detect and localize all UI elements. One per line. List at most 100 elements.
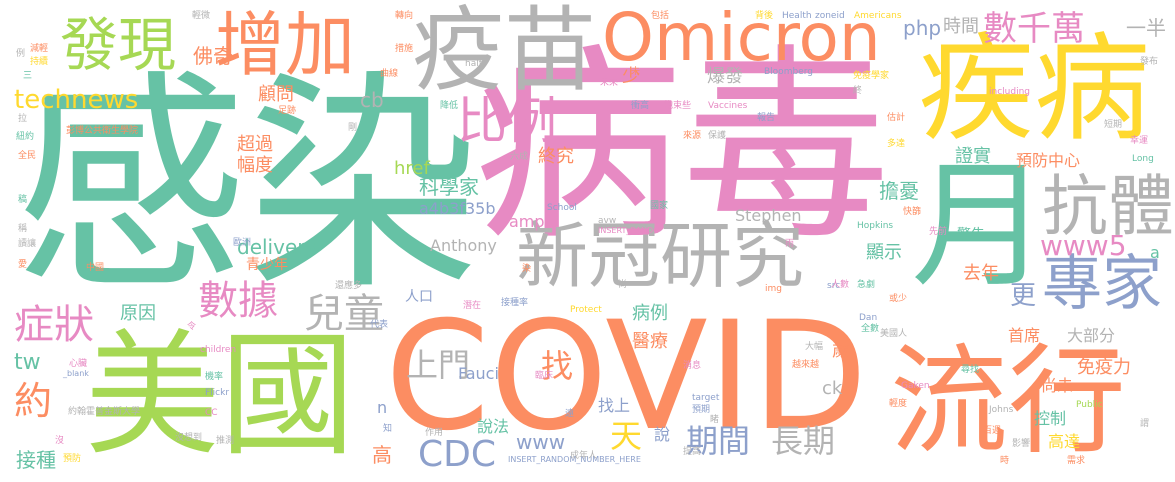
word-cloud-word: 發現: [60, 11, 177, 79]
word-cloud-word: 多達: [887, 139, 906, 149]
word-cloud-word: 包括: [651, 11, 670, 21]
word-cloud-word: 人數: [831, 280, 850, 290]
word-cloud-word: 少: [622, 66, 640, 87]
word-cloud-word: half: [465, 59, 482, 69]
word-cloud-word: 未來: [600, 78, 619, 88]
word-cloud-word: 月: [887, 152, 1048, 290]
word-cloud-word: 令: [187, 322, 197, 332]
word-cloud-word: 雨: [785, 239, 795, 249]
word-cloud-word: ck: [822, 378, 843, 399]
word-cloud-word: 說: [654, 425, 671, 444]
word-cloud-word: 持續: [30, 57, 49, 67]
word-cloud-word: 措施: [395, 44, 414, 54]
word-cloud-word: 預防: [63, 454, 82, 464]
word-cloud-word: 天: [610, 417, 643, 455]
word-cloud-word: Hopkins: [857, 221, 894, 231]
word-cloud-word: 上門: [406, 346, 471, 384]
word-cloud-word: CDC: [418, 434, 496, 475]
word-cloud-word: 一半: [1126, 16, 1166, 40]
word-cloud-word: Public: [1076, 400, 1103, 410]
word-cloud-word: 機率: [205, 372, 224, 382]
word-cloud-word: avw: [598, 216, 617, 226]
word-cloud-word: 保護: [708, 131, 727, 141]
word-cloud-word: 說法: [477, 417, 510, 436]
word-cloud-word: 稱: [18, 224, 28, 234]
word-cloud-word: href: [394, 158, 430, 179]
word-cloud-word: Americans: [854, 11, 902, 21]
word-cloud-word: 知: [383, 424, 393, 434]
word-cloud-word: 期間: [686, 422, 751, 460]
word-cloud-word: 謂: [1140, 419, 1150, 429]
word-cloud-word: 提高: [683, 447, 702, 457]
word-cloud-word: 數據: [198, 278, 278, 324]
word-cloud-word: 預防中心: [1016, 151, 1081, 170]
word-cloud-word: Gaken: [901, 381, 930, 391]
word-cloud-word: 估計: [887, 113, 906, 123]
word-cloud-word: 拉: [18, 114, 28, 124]
word-cloud-word: 接種: [16, 448, 56, 472]
word-cloud-word: 長期: [771, 422, 836, 460]
word-cloud-word: tw: [14, 350, 41, 375]
word-cloud-word: Flickr: [205, 388, 230, 398]
word-cloud-word: 臨床: [535, 371, 554, 381]
word-cloud-word: 全數: [861, 324, 880, 334]
word-cloud-word: 感染: [15, 51, 480, 321]
word-cloud-word: CC: [205, 408, 218, 418]
word-cloud-word: 高: [372, 443, 392, 467]
word-cloud-word: 免疫學家: [853, 71, 890, 81]
word-cloud-word: 讀讓: [18, 239, 37, 249]
word-cloud-word: 全民: [18, 151, 37, 161]
word-cloud-word: a: [1150, 243, 1160, 262]
word-cloud-word: 證實: [955, 146, 991, 167]
word-cloud-word: Health: [782, 11, 812, 21]
word-cloud-word: _blank: [63, 369, 89, 378]
word-cloud-word: 短期: [1104, 120, 1123, 130]
word-cloud-word: Stephen: [735, 206, 802, 225]
word-cloud-word: 推測: [216, 436, 235, 446]
word-cloud-word: INSERT_RANDO: [598, 226, 660, 235]
word-cloud-word: 病例: [632, 303, 668, 324]
word-cloud-word: 免疫力: [1077, 357, 1131, 378]
word-cloud-word: 找: [541, 347, 574, 385]
word-cloud-word: INSERT_RANDOM_NUMBER_HERE: [508, 455, 641, 464]
word-cloud-word: children: [200, 345, 237, 355]
word-cloud-word: 影響: [1012, 439, 1031, 449]
word-cloud-word: 顯示: [866, 242, 902, 263]
word-cloud-word: 大幅: [805, 342, 824, 352]
word-cloud-word: 高達: [1048, 432, 1081, 451]
word-cloud-word: Johns: [989, 405, 1014, 415]
word-cloud-word: 輕度: [889, 399, 908, 409]
word-cloud-word: 疫苗: [412, 0, 597, 104]
word-cloud-word: including: [989, 87, 1030, 97]
word-cloud-word: 先前: [929, 227, 948, 237]
word-cloud-word: target: [692, 393, 720, 403]
word-cloud-word: 遠: [565, 409, 575, 419]
word-cloud-word: 找上: [598, 396, 631, 415]
word-cloud-word: 預期: [692, 405, 711, 415]
word-cloud-word: Vaccines: [708, 101, 748, 111]
word-cloud-word: 佛奇: [193, 44, 233, 68]
word-cloud-word: 症狀: [14, 302, 94, 348]
word-cloud-word: School: [547, 203, 577, 213]
word-cloud-word: 約翰霍普金斯大學: [68, 407, 141, 417]
word-cloud-word: 心臟: [69, 359, 88, 369]
word-cloud-word: 還應多: [335, 281, 363, 291]
word-cloud-word: 紐約: [16, 132, 35, 142]
word-cloud-word: 去年: [963, 263, 999, 284]
word-cloud-word: 原因: [120, 303, 156, 324]
word-cloud-word: src: [827, 281, 841, 291]
word-cloud-word: img: [765, 284, 782, 294]
word-cloud-word: 新冠研究: [516, 214, 805, 298]
word-cloud-word: 代表: [370, 320, 389, 330]
word-cloud-word: 疾病: [918, 22, 1150, 157]
word-cloud-word: 擔憂: [879, 179, 919, 203]
word-cloud-word: 時間: [943, 16, 979, 37]
word-cloud-word: 終究: [538, 146, 574, 167]
word-cloud-word: 消息: [683, 361, 702, 371]
word-cloud-word: 幅度: [237, 155, 273, 176]
word-cloud-word: n: [377, 398, 388, 417]
word-cloud-word: 未: [631, 67, 641, 77]
word-cloud-word: 抱束些: [664, 101, 692, 111]
word-cloud-word: 來源: [683, 131, 702, 141]
